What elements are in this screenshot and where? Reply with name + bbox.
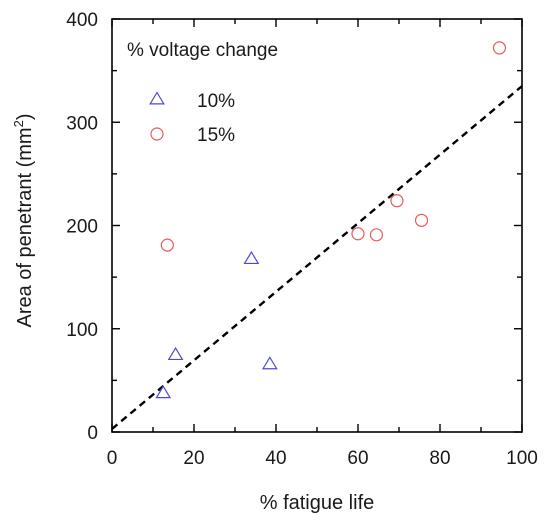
y-tick-label: 100 (66, 320, 98, 341)
data-point-circle (160, 238, 174, 252)
y-axis-title-main: Area of penetrant (mm (14, 127, 36, 327)
legend-marker-circle (150, 127, 164, 141)
data-point-circle (492, 41, 507, 55)
x-axis-title: % fatigue life (260, 492, 375, 514)
x-tick-label: 60 (347, 448, 368, 469)
data-point-triangle (243, 250, 260, 265)
x-tick-label: 0 (107, 448, 118, 469)
legend-title: % voltage change (127, 40, 278, 61)
data-point-circle (390, 194, 404, 208)
trend-line (111, 85, 523, 430)
y-tick-label: 400 (66, 10, 98, 31)
legend-label: 10% (197, 91, 235, 112)
x-tick-label: 80 (429, 448, 450, 469)
legend-label: 15% (197, 125, 235, 146)
data-point-triangle (261, 356, 278, 370)
y-axis-title-close: ) (14, 114, 36, 121)
y-axis-title-superscript: 2 (11, 120, 26, 127)
x-tick-label: 100 (506, 448, 538, 469)
legend-marker-triangle (149, 91, 165, 105)
plot-area: 0 20 40 60 80 100 0 100 200 300 400 10% 15% (66, 10, 538, 469)
data-point-triangle (167, 346, 184, 361)
data-point-circle (414, 213, 429, 227)
y-tick-label: 200 (66, 217, 98, 238)
y-tick-label: 300 (66, 113, 98, 134)
data-point-circle (351, 227, 365, 241)
data-point-triangle (155, 385, 172, 399)
data-point-circle (369, 228, 384, 242)
plot-frame (111, 18, 523, 433)
y-tick-label: 0 (87, 423, 98, 444)
x-tick-label: 40 (265, 448, 286, 469)
y-axis-title: Area of penetrant (mm2) (11, 114, 36, 328)
x-tick-label: 20 (183, 448, 204, 469)
